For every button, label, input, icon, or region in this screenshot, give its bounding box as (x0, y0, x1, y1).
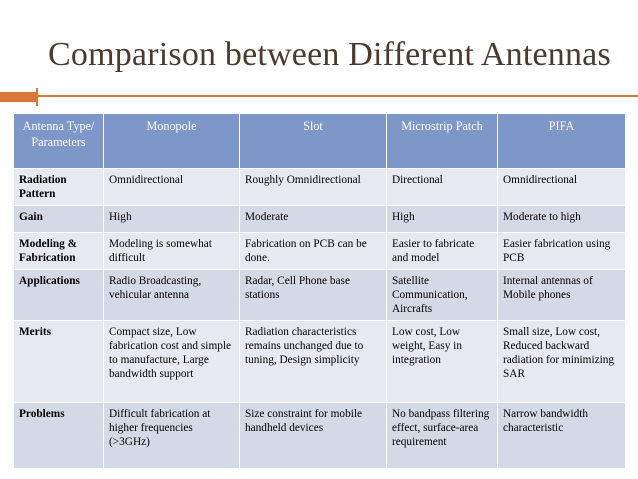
slide-title: Comparison between Different Antennas (48, 36, 611, 73)
title-underline (38, 95, 638, 97)
table-cell: Easier to fabricate and model (386, 232, 498, 270)
row-label: Gain (13, 205, 104, 233)
table-cell: Narrow bandwidth characteristic (497, 402, 626, 469)
table-row: Merits Compact size, Low fabrication cos… (13, 320, 626, 403)
table-cell: Omnidirectional (103, 168, 240, 206)
table-header-row: Antenna Type/ Parameters Monopole Slot M… (13, 113, 626, 169)
header-pifa: PIFA (497, 113, 626, 169)
table-cell: Easier fabrication using PCB (497, 232, 626, 270)
table-row: Radiation Pattern Omnidirectional Roughl… (13, 168, 626, 206)
accent-bar (0, 92, 38, 102)
table-cell: Roughly Omnidirectional (239, 168, 387, 206)
table-cell: Moderate (239, 205, 387, 233)
table-cell: Size constraint for mobile handheld devi… (239, 402, 387, 469)
table-cell: Low cost, Low weight, Easy in integratio… (386, 320, 498, 403)
table-cell: Radiation characteristics remains unchan… (239, 320, 387, 403)
row-label: Radiation Pattern (13, 168, 104, 206)
table-cell: Moderate to high (497, 205, 626, 233)
table-cell: Internal antennas of Mobile phones (497, 269, 626, 321)
row-label: Merits (13, 320, 104, 403)
table-cell: Fabrication on PCB can be done. (239, 232, 387, 270)
header-monopole: Monopole (103, 113, 240, 169)
table-cell: Satellite Communication, Aircrafts (386, 269, 498, 321)
table-cell: Omnidirectional (497, 168, 626, 206)
table-cell: Radio Broadcasting, vehicular antenna (103, 269, 240, 321)
table-cell: Modeling is somewhat difficult (103, 232, 240, 270)
table-cell: Radar, Cell Phone base stations (239, 269, 387, 321)
row-label: Problems (13, 402, 104, 469)
table-cell: No bandpass filtering effect, surface-ar… (386, 402, 498, 469)
table-cell: High (386, 205, 498, 233)
table-cell: Difficult fabrication at higher frequenc… (103, 402, 240, 469)
row-label: Applications (13, 269, 104, 321)
table-cell: Compact size, Low fabrication cost and s… (103, 320, 240, 403)
header-slot: Slot (239, 113, 387, 169)
accent-divider (36, 88, 38, 106)
header-microstrip-patch: Microstrip Patch (386, 113, 498, 169)
comparison-table: Antenna Type/ Parameters Monopole Slot M… (13, 113, 626, 469)
table-cell: High (103, 205, 240, 233)
header-parameters: Antenna Type/ Parameters (13, 113, 104, 169)
table-cell: Small size, Low cost, Reduced backward r… (497, 320, 626, 403)
table-cell: Directional (386, 168, 498, 206)
table-row: Problems Difficult fabrication at higher… (13, 402, 626, 469)
row-label: Modeling & Fabrication (13, 232, 104, 270)
table-row: Modeling & Fabrication Modeling is somew… (13, 232, 626, 270)
table-row: Gain High Moderate High Moderate to high (13, 205, 626, 233)
table-row: Applications Radio Broadcasting, vehicul… (13, 269, 626, 321)
